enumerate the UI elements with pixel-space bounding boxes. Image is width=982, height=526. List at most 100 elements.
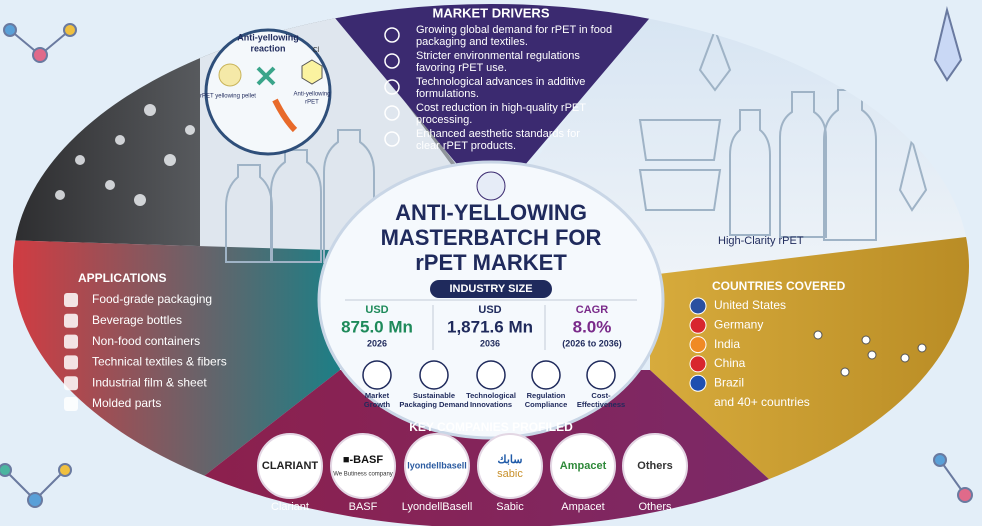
logo-text: سابك xyxy=(498,454,523,466)
map-pin xyxy=(900,353,910,363)
stat-value: 8.0% xyxy=(573,317,612,336)
map-pin xyxy=(813,330,823,340)
driver-icon xyxy=(384,79,400,95)
company-name: Others xyxy=(638,501,672,513)
logo-text: lyondellbasell xyxy=(407,460,467,470)
driver-text: formulations. xyxy=(416,88,479,100)
factor-icon xyxy=(419,360,449,390)
badge-bg xyxy=(430,280,552,298)
application-item: Industrial film & sheet xyxy=(92,375,207,389)
application-item: Non-food containers xyxy=(92,334,200,348)
logo-text: ■-BASF xyxy=(343,454,384,466)
map-pin xyxy=(917,343,927,353)
drivers-panel xyxy=(320,4,665,205)
application-icon xyxy=(64,334,78,349)
country-item: Brazil xyxy=(714,375,744,389)
countries-more: and 40+ countries xyxy=(714,395,810,409)
application-item: Molded parts xyxy=(92,396,161,410)
stat-value: 875.0 Mn xyxy=(341,317,413,336)
driver-text: favoring rPET use. xyxy=(416,62,507,74)
inset-left: rPET yellowing pellet xyxy=(200,94,256,100)
companies-title: KEY COMPANIES PROFILED xyxy=(409,420,573,434)
company-name: LyondellBasell xyxy=(402,501,473,513)
company-logo xyxy=(550,433,616,499)
company-name: Sabic xyxy=(496,501,524,513)
country-item: United States xyxy=(714,298,786,312)
driver-text: Stricter environmental regulations xyxy=(416,50,580,62)
inset-atom: Cl xyxy=(313,47,320,54)
factor-icon xyxy=(586,360,616,390)
stat-year: (2026 to 2036) xyxy=(562,338,622,348)
map-pin xyxy=(867,350,877,360)
flag xyxy=(689,297,707,315)
driver-text: Enhanced aesthetic standards for xyxy=(416,128,580,140)
logo-text: Ampacet xyxy=(560,460,607,472)
bottles xyxy=(225,27,928,263)
application-item: Technical textiles & fibers xyxy=(92,355,227,369)
company-logo xyxy=(404,433,470,499)
driver-icon xyxy=(384,105,400,121)
map-pin xyxy=(861,335,871,345)
flag xyxy=(689,355,707,373)
factor-label: Innovations xyxy=(470,400,512,409)
badge-text: INDUSTRY SIZE xyxy=(449,283,532,295)
company-name: Clariant xyxy=(271,501,309,513)
country-item: India xyxy=(714,337,740,351)
company-logo xyxy=(622,433,688,499)
pellet-icon xyxy=(218,63,242,87)
inset-title: Anti-yellowing xyxy=(237,32,299,42)
factor-label: Market xyxy=(365,391,390,400)
application-icon xyxy=(64,376,78,391)
stat-label: CAGR xyxy=(576,304,608,316)
map-pin xyxy=(840,367,850,377)
country-item: China xyxy=(714,356,746,370)
factor-label: Cost- xyxy=(591,391,611,400)
driver-text: Growing global demand for rPET in food xyxy=(416,24,612,36)
application-icon xyxy=(64,397,78,411)
factor-label: Effectiveness xyxy=(577,400,625,409)
factor-label: Growth xyxy=(364,400,391,409)
company-logo xyxy=(330,433,396,499)
flag xyxy=(689,374,707,392)
inset-right: rPET xyxy=(305,100,319,106)
application-icon xyxy=(64,355,78,370)
factor-label: Technological xyxy=(466,391,516,400)
stat-year: 2036 xyxy=(480,338,500,348)
company-name: Ampacet xyxy=(561,501,604,513)
company-logo xyxy=(477,433,543,499)
driver-text: processing. xyxy=(416,114,472,126)
drivers-title: MARKET DRIVERS xyxy=(432,5,549,20)
center-icon xyxy=(476,171,506,201)
factor-icon xyxy=(476,360,506,390)
driver-text: packaging and textiles. xyxy=(416,36,528,48)
inset-right: Anti-yellowing xyxy=(293,92,330,98)
factor-label: Regulation xyxy=(527,391,566,400)
applications-title: APPLICATIONS xyxy=(78,271,166,285)
arrow xyxy=(272,98,298,133)
driver-icon xyxy=(384,131,400,147)
stat-value: 1,871.6 Mn xyxy=(447,317,533,336)
company-logo xyxy=(257,433,323,499)
factor-icon xyxy=(531,360,561,390)
photo-caption: High-Clarity rPET xyxy=(718,235,804,247)
center-title: rPET MARKET xyxy=(415,250,567,275)
driver-text: Cost reduction in high-quality rPET xyxy=(416,102,586,114)
driver-icon xyxy=(384,53,400,69)
driver-icon xyxy=(384,27,400,43)
flag xyxy=(689,336,707,354)
company-name: BASF xyxy=(349,501,378,513)
country-item: Germany xyxy=(714,317,763,331)
center-title: MASTERBATCH FOR xyxy=(381,225,602,250)
application-icon xyxy=(64,313,78,328)
cross-icon xyxy=(256,66,276,86)
factor-icon xyxy=(362,360,392,390)
flag xyxy=(689,316,707,334)
logo-text: Others xyxy=(637,460,672,472)
factor-label: Sustainable xyxy=(413,391,455,400)
driver-text: Technological advances in additive xyxy=(416,76,585,88)
inset-title: reaction xyxy=(250,43,285,53)
factor-label: Compliance xyxy=(525,400,568,409)
driver-text: clear rPET products. xyxy=(416,140,516,152)
